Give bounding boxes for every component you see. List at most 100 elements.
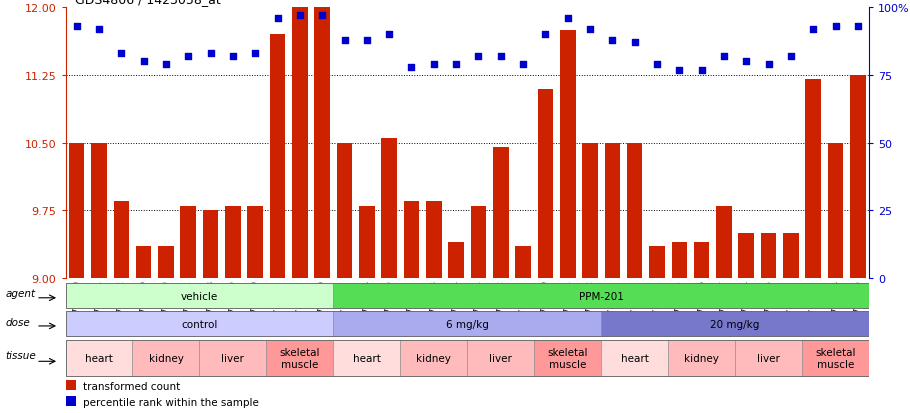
Point [717, 54, 732, 60]
Text: percentile rank within the sample: percentile rank within the sample [83, 397, 258, 407]
Point [493, 54, 508, 60]
Point [471, 54, 486, 60]
Bar [199, 340, 267, 376]
Text: liver: liver [221, 353, 245, 363]
Point [181, 54, 196, 60]
Bar [359, 206, 375, 278]
Point [582, 26, 597, 33]
Bar [560, 31, 575, 278]
Text: heart: heart [85, 353, 113, 363]
Text: agent: agent [5, 289, 35, 299]
Bar [828, 143, 844, 278]
Text: dose: dose [5, 317, 30, 327]
Bar [66, 284, 333, 308]
Bar [333, 340, 400, 376]
Text: transformed count: transformed count [83, 381, 180, 391]
Text: kidney: kidney [417, 353, 451, 363]
Text: skeletal
muscle: skeletal muscle [548, 347, 588, 369]
Point [672, 67, 687, 74]
Bar [784, 233, 799, 278]
Text: tissue: tissue [5, 350, 36, 360]
Point [359, 37, 374, 44]
Bar [180, 206, 196, 278]
Bar [604, 143, 621, 278]
Point [627, 40, 642, 47]
Point [158, 62, 173, 68]
Bar [426, 202, 441, 278]
Bar [761, 233, 776, 278]
Bar [515, 247, 531, 278]
Bar [627, 143, 642, 278]
Bar [248, 206, 263, 278]
Bar [739, 233, 754, 278]
Bar [333, 284, 869, 308]
Text: kidney: kidney [148, 353, 184, 363]
Bar [133, 340, 199, 376]
Bar [314, 8, 330, 278]
Point [516, 62, 531, 68]
Point [248, 51, 262, 57]
Point [226, 54, 240, 60]
Bar [225, 206, 241, 278]
Point [136, 59, 151, 66]
Point [650, 62, 664, 68]
Text: liver: liver [757, 353, 780, 363]
Bar [66, 396, 76, 406]
Bar [269, 35, 286, 278]
Point [92, 26, 106, 33]
Bar [203, 211, 218, 278]
Text: skeletal
muscle: skeletal muscle [815, 347, 855, 369]
Text: 20 mg/kg: 20 mg/kg [711, 319, 760, 329]
Bar [449, 242, 464, 278]
Text: vehicle: vehicle [181, 291, 218, 301]
Bar [267, 340, 333, 376]
Bar [735, 340, 802, 376]
Bar [158, 247, 174, 278]
Point [338, 37, 352, 44]
Text: 6 mg/kg: 6 mg/kg [446, 319, 489, 329]
Point [427, 62, 441, 68]
Bar [468, 340, 534, 376]
Bar [538, 89, 553, 278]
Bar [69, 143, 85, 278]
Bar [602, 312, 869, 336]
Bar [850, 76, 865, 278]
Bar [534, 340, 602, 376]
Point [315, 13, 329, 20]
Point [851, 24, 865, 31]
Point [561, 16, 575, 22]
Point [828, 24, 843, 31]
Bar [66, 312, 333, 336]
Point [449, 62, 463, 68]
Bar [333, 312, 602, 336]
Point [605, 37, 620, 44]
Bar [136, 247, 151, 278]
Point [69, 24, 84, 31]
Point [404, 64, 419, 71]
Bar [493, 148, 509, 278]
Text: heart: heart [621, 353, 649, 363]
Bar [582, 143, 598, 278]
Bar [292, 8, 308, 278]
Point [762, 62, 776, 68]
Text: kidney: kidney [684, 353, 719, 363]
Point [382, 32, 397, 38]
Point [203, 51, 217, 57]
Point [270, 16, 285, 22]
Point [293, 13, 308, 20]
Text: skeletal
muscle: skeletal muscle [279, 347, 320, 369]
Bar [470, 206, 486, 278]
Text: heart: heart [353, 353, 380, 363]
Bar [91, 143, 106, 278]
Bar [672, 242, 687, 278]
Point [538, 32, 552, 38]
Bar [602, 340, 668, 376]
Bar [668, 340, 735, 376]
Bar [66, 380, 76, 390]
Text: GDS4806 / 1423058_at: GDS4806 / 1423058_at [75, 0, 220, 6]
Bar [649, 247, 665, 278]
Point [784, 54, 798, 60]
Bar [400, 340, 468, 376]
Point [694, 67, 709, 74]
Bar [716, 206, 732, 278]
